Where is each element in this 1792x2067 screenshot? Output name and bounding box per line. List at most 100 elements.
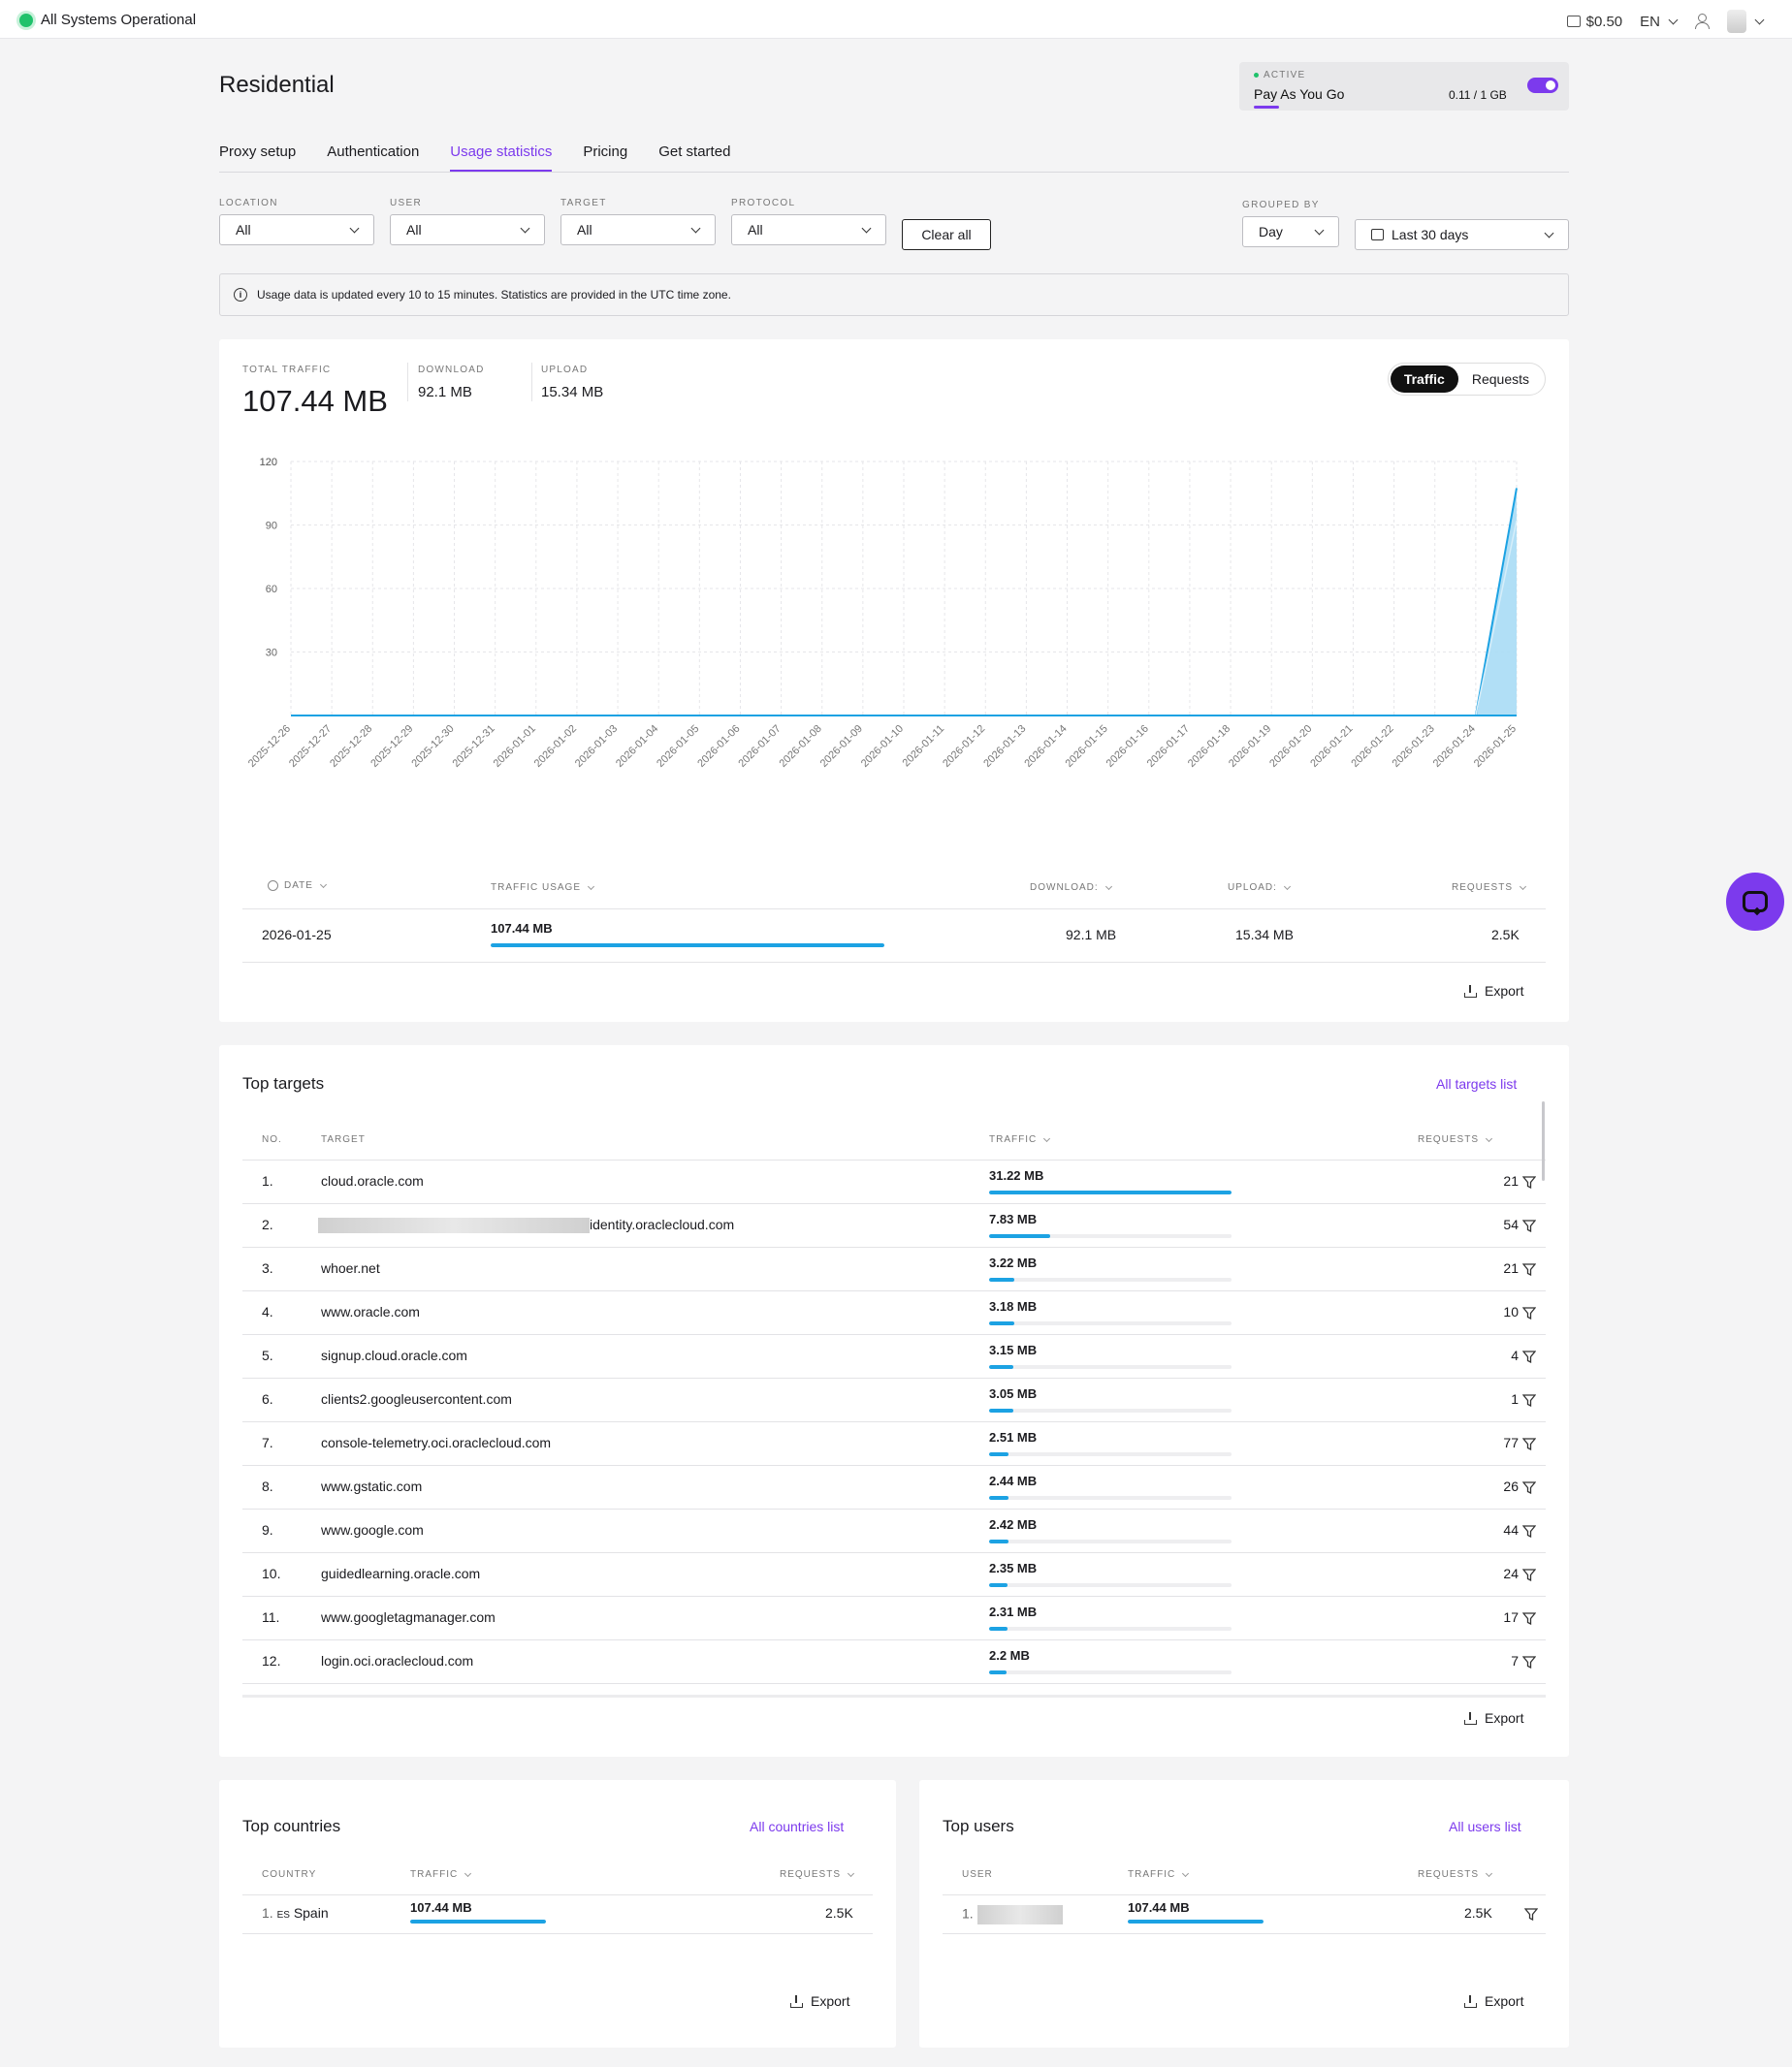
balance-button[interactable]: $0.50 xyxy=(1566,14,1622,30)
x-tick-label: 2026-01-25 xyxy=(1472,723,1519,770)
user-select[interactable]: All xyxy=(390,214,545,245)
total-traffic-value: 107.44 MB xyxy=(242,384,388,418)
filter-icon[interactable] xyxy=(1521,1656,1537,1670)
export-button[interactable]: Export xyxy=(1464,983,1523,999)
location-filter: LOCATION All xyxy=(219,198,374,245)
filter-icon[interactable] xyxy=(1523,1908,1539,1922)
info-icon: i xyxy=(234,288,247,302)
filter-icon[interactable] xyxy=(1521,1176,1537,1190)
date-column-header[interactable]: DATE xyxy=(268,880,327,891)
protocol-select[interactable]: All xyxy=(731,214,886,245)
top-users-title: Top users xyxy=(943,1817,1014,1835)
tab-authentication[interactable]: Authentication xyxy=(327,143,420,160)
plan-toggle[interactable] xyxy=(1527,78,1558,93)
x-tick-label: 2026-01-20 xyxy=(1267,723,1314,770)
target-name: clients2.googleusercontent.com xyxy=(321,1391,512,1407)
requests-header-label: REQUESTS xyxy=(1418,1869,1480,1880)
tab-proxy-setup[interactable]: Proxy setup xyxy=(219,143,297,160)
clear-all-button[interactable]: Clear all xyxy=(902,219,991,250)
wallet-icon xyxy=(1566,16,1581,27)
x-tick-label: 2026-01-16 xyxy=(1104,723,1151,770)
download-icon xyxy=(1464,984,1477,998)
x-tick-label: 2026-01-14 xyxy=(1022,723,1069,770)
requests-toggle-button[interactable]: Requests xyxy=(1471,371,1529,387)
tab-usage-statistics[interactable]: Usage statistics xyxy=(450,143,553,172)
divider xyxy=(242,1290,1546,1291)
all-users-link[interactable]: All users list xyxy=(1449,1819,1521,1834)
filter-icon[interactable] xyxy=(1521,1525,1537,1539)
scrollbar[interactable] xyxy=(1542,1101,1545,1181)
system-status[interactable]: All Systems Operational xyxy=(19,12,196,28)
traffic-column-header[interactable]: TRAFFIC xyxy=(410,1869,472,1880)
filter-icon[interactable] xyxy=(1521,1394,1537,1408)
info-text: Usage data is updated every 10 to 15 min… xyxy=(257,288,731,302)
all-countries-link[interactable]: All countries list xyxy=(750,1819,845,1834)
tab-pricing[interactable]: Pricing xyxy=(583,143,628,160)
horizontal-scrollbar[interactable] xyxy=(242,1695,1546,1698)
row-number: 6. xyxy=(262,1391,273,1407)
target-select[interactable]: All xyxy=(560,214,716,245)
chevron-down-icon xyxy=(690,223,701,233)
traffic-bar-fill xyxy=(989,1365,1014,1369)
x-tick-label: 2026-01-06 xyxy=(695,723,742,770)
user-button[interactable] xyxy=(1694,14,1710,29)
account-menu[interactable] xyxy=(1727,10,1765,33)
system-status-label: All Systems Operational xyxy=(41,12,197,28)
x-tick-label: 2026-01-09 xyxy=(818,723,865,770)
target-name: console-telemetry.oci.oraclecloud.com xyxy=(321,1435,552,1450)
divider xyxy=(242,1933,873,1934)
grouped-by-select[interactable]: Day xyxy=(1242,216,1339,247)
requests-column-header[interactable]: REQUESTS xyxy=(1418,1869,1493,1880)
filter-icon[interactable] xyxy=(1521,1438,1537,1451)
filter-icon[interactable] xyxy=(1521,1481,1537,1495)
row-requests: 2.5K xyxy=(1491,927,1520,942)
target-value: All xyxy=(577,222,592,238)
requests-column-header[interactable]: REQUESTS xyxy=(1452,882,1527,893)
language-select[interactable]: EN xyxy=(1640,14,1679,30)
filter-icon[interactable] xyxy=(1521,1612,1537,1626)
y-tick-label: 30 xyxy=(266,648,277,659)
filter-icon[interactable] xyxy=(1521,1220,1537,1233)
divider xyxy=(242,1160,1546,1161)
filter-icon[interactable] xyxy=(1521,1569,1537,1582)
target-cell: www.oracle.com xyxy=(321,1304,420,1320)
requests-column-header[interactable]: REQUESTS xyxy=(1418,1134,1493,1145)
divider xyxy=(943,1894,1546,1895)
tab-get-started[interactable]: Get started xyxy=(658,143,731,160)
chat-button[interactable] xyxy=(1726,873,1784,931)
chevron-down-icon xyxy=(861,223,872,233)
traffic-header-label: TRAFFIC xyxy=(1128,1869,1176,1880)
divider xyxy=(242,1596,1546,1597)
traffic-column-header[interactable]: TRAFFIC xyxy=(1128,1869,1190,1880)
country-traffic: 107.44 MB xyxy=(410,1900,472,1915)
filter-icon[interactable] xyxy=(1521,1351,1537,1364)
x-tick-label: 2026-01-04 xyxy=(614,723,660,770)
row-download: 92.1 MB xyxy=(1066,927,1117,942)
date-range-select[interactable]: Last 30 days xyxy=(1355,219,1569,250)
filter-icon[interactable] xyxy=(1521,1263,1537,1277)
traffic-usage-column-header[interactable]: TRAFFIC USAGE xyxy=(491,882,595,893)
plan-card[interactable]: ACTIVE Pay As You Go 0.11 / 1 GB xyxy=(1239,62,1569,111)
export-button[interactable]: Export xyxy=(1464,1993,1523,2009)
target-traffic: 2.51 MB xyxy=(989,1430,1038,1445)
download-column-header[interactable]: DOWNLOAD: xyxy=(1030,882,1112,893)
upload-column-header[interactable]: UPLOAD: xyxy=(1228,882,1291,893)
download-value: 92.1 MB xyxy=(418,384,472,400)
x-tick-label: 2025-12-31 xyxy=(451,723,497,770)
export-button[interactable]: Export xyxy=(1464,1710,1523,1726)
target-requests: 1 xyxy=(1511,1391,1519,1407)
traffic-bar xyxy=(989,1670,1232,1674)
traffic-bar xyxy=(989,1234,1232,1238)
export-button[interactable]: Export xyxy=(790,1993,849,2009)
row-upload: 15.34 MB xyxy=(1235,927,1294,942)
y-tick-label: 120 xyxy=(260,457,277,468)
traffic-column-header[interactable]: TRAFFIC xyxy=(989,1134,1051,1145)
requests-column-header[interactable]: REQUESTS xyxy=(780,1869,855,1880)
filter-icon[interactable] xyxy=(1521,1307,1537,1320)
all-targets-link[interactable]: All targets list xyxy=(1436,1076,1518,1092)
traffic-bar xyxy=(410,1920,546,1924)
location-select[interactable]: All xyxy=(219,214,374,245)
traffic-toggle-button[interactable]: Traffic xyxy=(1390,366,1458,393)
user-filter: USER All xyxy=(390,198,545,245)
traffic-bar xyxy=(989,1409,1232,1413)
